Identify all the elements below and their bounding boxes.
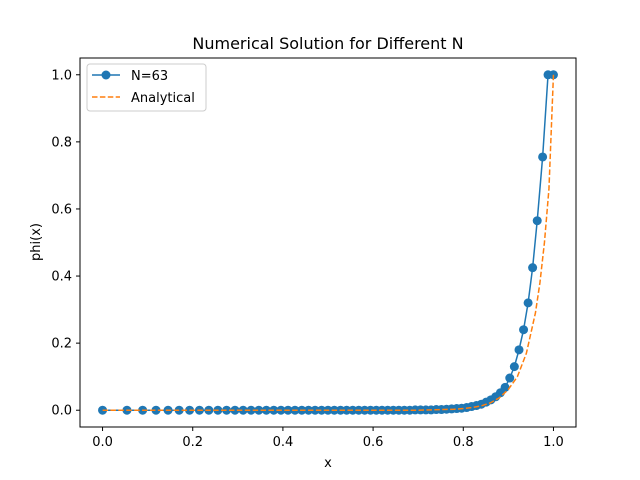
plot-area (98, 70, 558, 415)
data-point-n63 (151, 405, 161, 415)
x-tick-label: 0.0 (92, 435, 113, 450)
x-tick-label: 0.8 (453, 435, 474, 450)
data-point-n63 (246, 405, 256, 415)
data-point-n63 (523, 298, 533, 308)
y-tick-label: 0.6 (51, 202, 72, 217)
x-tick-label: 0.6 (363, 435, 384, 450)
data-point-n63 (238, 405, 248, 415)
axis-ticks: 0.0 0.2 0.4 0.6 0.8 1.0 0.0 0.2 0.4 0.6 0.8 1.0 (51, 68, 563, 450)
y-tick-label: 0.2 (51, 337, 72, 352)
chart-title: Numerical Solution for Different N (192, 34, 463, 53)
y-axis-label: phi(x) (29, 223, 44, 261)
data-point-n63 (500, 382, 510, 392)
data-point-n63 (222, 405, 232, 415)
legend: N=63 Analytical (86, 63, 207, 112)
legend-label-analytical: Analytical (131, 91, 195, 106)
axes-frame (79, 57, 577, 428)
data-point-n63 (519, 325, 529, 335)
data-point-n63 (254, 405, 264, 415)
x-tick-label: 0.4 (273, 435, 294, 450)
data-point-n63 (538, 152, 548, 162)
x-tick-label: 1.0 (543, 435, 564, 450)
x-tick-label: 0.2 (182, 435, 203, 450)
y-tick-label: 0.0 (51, 404, 72, 419)
legend-label-n63: N=63 (131, 69, 168, 84)
x-axis-label: x (324, 456, 332, 471)
data-point-n63 (532, 216, 542, 226)
y-tick-label: 1.0 (51, 68, 72, 83)
legend-marker-n63 (101, 70, 111, 80)
y-tick-label: 0.4 (51, 270, 72, 285)
data-point-n63 (509, 362, 519, 372)
data-point-n63 (310, 405, 320, 415)
data-point-n63 (505, 373, 515, 383)
series-line-analytical (102, 74, 555, 411)
data-point-n63 (528, 263, 538, 273)
data-point-n63 (230, 405, 240, 415)
data-point-n63 (317, 405, 327, 415)
data-point-n63 (261, 405, 271, 415)
data-point-n63 (514, 345, 524, 355)
y-tick-label: 0.8 (51, 135, 72, 150)
